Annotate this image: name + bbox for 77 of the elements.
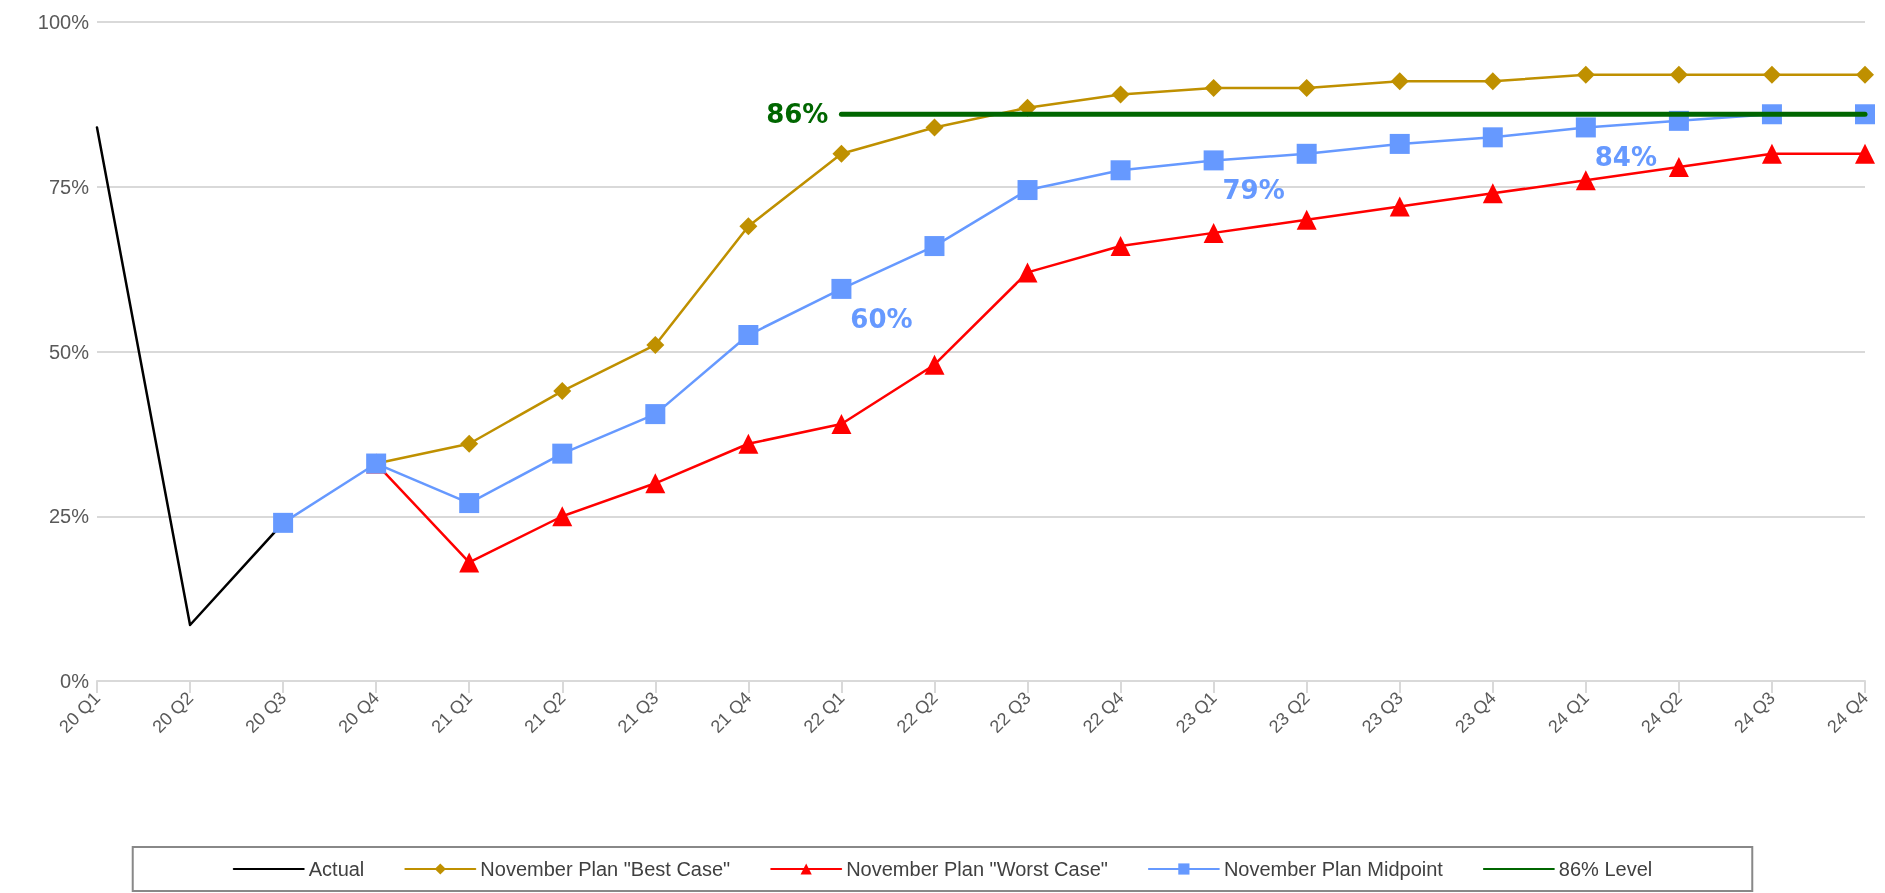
point [552,506,573,527]
point [1203,222,1224,243]
x-tick-label: 20 Q4 [334,687,384,737]
point [1017,180,1038,201]
point [1482,127,1503,148]
point [645,473,666,494]
y-tick-label: 75% [48,175,90,198]
point [1017,262,1038,283]
point [1669,65,1688,84]
point [1111,85,1130,104]
point [1576,65,1595,84]
point [459,493,480,514]
legend-label: November Plan "Worst Case" [846,858,1108,880]
x-tick-label: 22 Q1 [799,687,849,737]
point [645,404,666,425]
x-tick-label: 24 Q2 [1637,687,1686,737]
x-tick-label: 23 Q1 [1171,687,1221,737]
x-tick-label: 21 Q1 [427,687,477,737]
point [738,325,759,346]
point [552,443,573,464]
data-label: 86% [766,99,829,130]
y-tick-label: 50% [48,340,90,363]
x-tick-label: 21 Q4 [706,687,756,737]
point [831,413,852,434]
point [1389,196,1410,217]
x-tick-label: 23 Q2 [1264,687,1314,737]
point [1297,78,1316,97]
point [738,433,759,454]
x-tick-label: 22 Q2 [892,687,942,737]
legend-label: November Plan Midpoint [1223,858,1444,880]
x-tick-label: 21 Q2 [520,687,570,737]
data-label: 84% [1594,142,1657,173]
point [1110,160,1131,181]
legend-label: 86% Level [1558,858,1653,880]
point [1575,170,1596,191]
point [1296,209,1317,230]
point [459,552,480,573]
x-tick-label: 20 Q2 [148,687,198,737]
point [1762,65,1781,84]
point [1390,72,1409,91]
point [831,278,852,299]
point [1389,133,1410,154]
x-tick-label: 24 Q1 [1544,687,1593,737]
legend-label: November Plan "Best Case" [480,858,731,880]
point [646,335,665,354]
point [273,512,294,533]
point [1203,150,1224,171]
point [1856,65,1874,84]
legend-label: Actual [308,858,365,880]
point [1855,143,1875,164]
data-label: 79% [1222,175,1285,206]
point [1110,236,1131,257]
point [460,434,479,453]
point [925,118,944,137]
point [1575,117,1596,138]
x-tick-label: 24 Q3 [1730,687,1780,737]
x-tick-label: 24 Q4 [1823,687,1873,737]
x-tick-label: 23 Q4 [1451,687,1500,737]
point [1482,183,1503,204]
x-tick-label: 21 Q3 [613,687,663,737]
x-tick-label: 22 Q4 [1078,687,1128,737]
data-label: 60% [850,303,913,334]
y-tick-label: 100% [37,11,90,33]
x-tick-label: 23 Q3 [1358,687,1407,737]
point [1761,143,1782,164]
x-tick-label: 22 Q3 [985,687,1035,737]
y-tick-label: 25% [48,505,90,528]
point [1204,78,1223,97]
point [1483,72,1502,91]
point [739,217,758,236]
point [924,236,945,257]
point [924,354,945,375]
point [553,382,572,401]
point [832,144,851,163]
point [1296,143,1317,164]
point [1668,156,1689,177]
x-tick-label: 20 Q3 [241,687,291,737]
